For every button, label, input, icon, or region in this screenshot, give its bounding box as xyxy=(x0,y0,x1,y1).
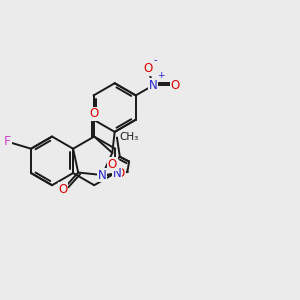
Text: O: O xyxy=(170,79,180,92)
Text: F: F xyxy=(4,135,11,148)
Text: N: N xyxy=(149,79,158,92)
Text: -: - xyxy=(153,55,157,65)
Text: O: O xyxy=(143,62,153,75)
Text: N: N xyxy=(113,167,122,180)
Text: O: O xyxy=(58,183,68,196)
Text: O: O xyxy=(116,167,125,179)
Text: CH₃: CH₃ xyxy=(119,133,139,142)
Text: N: N xyxy=(98,169,107,182)
Text: O: O xyxy=(90,107,99,120)
Text: O: O xyxy=(108,158,117,171)
Text: +: + xyxy=(158,71,165,80)
